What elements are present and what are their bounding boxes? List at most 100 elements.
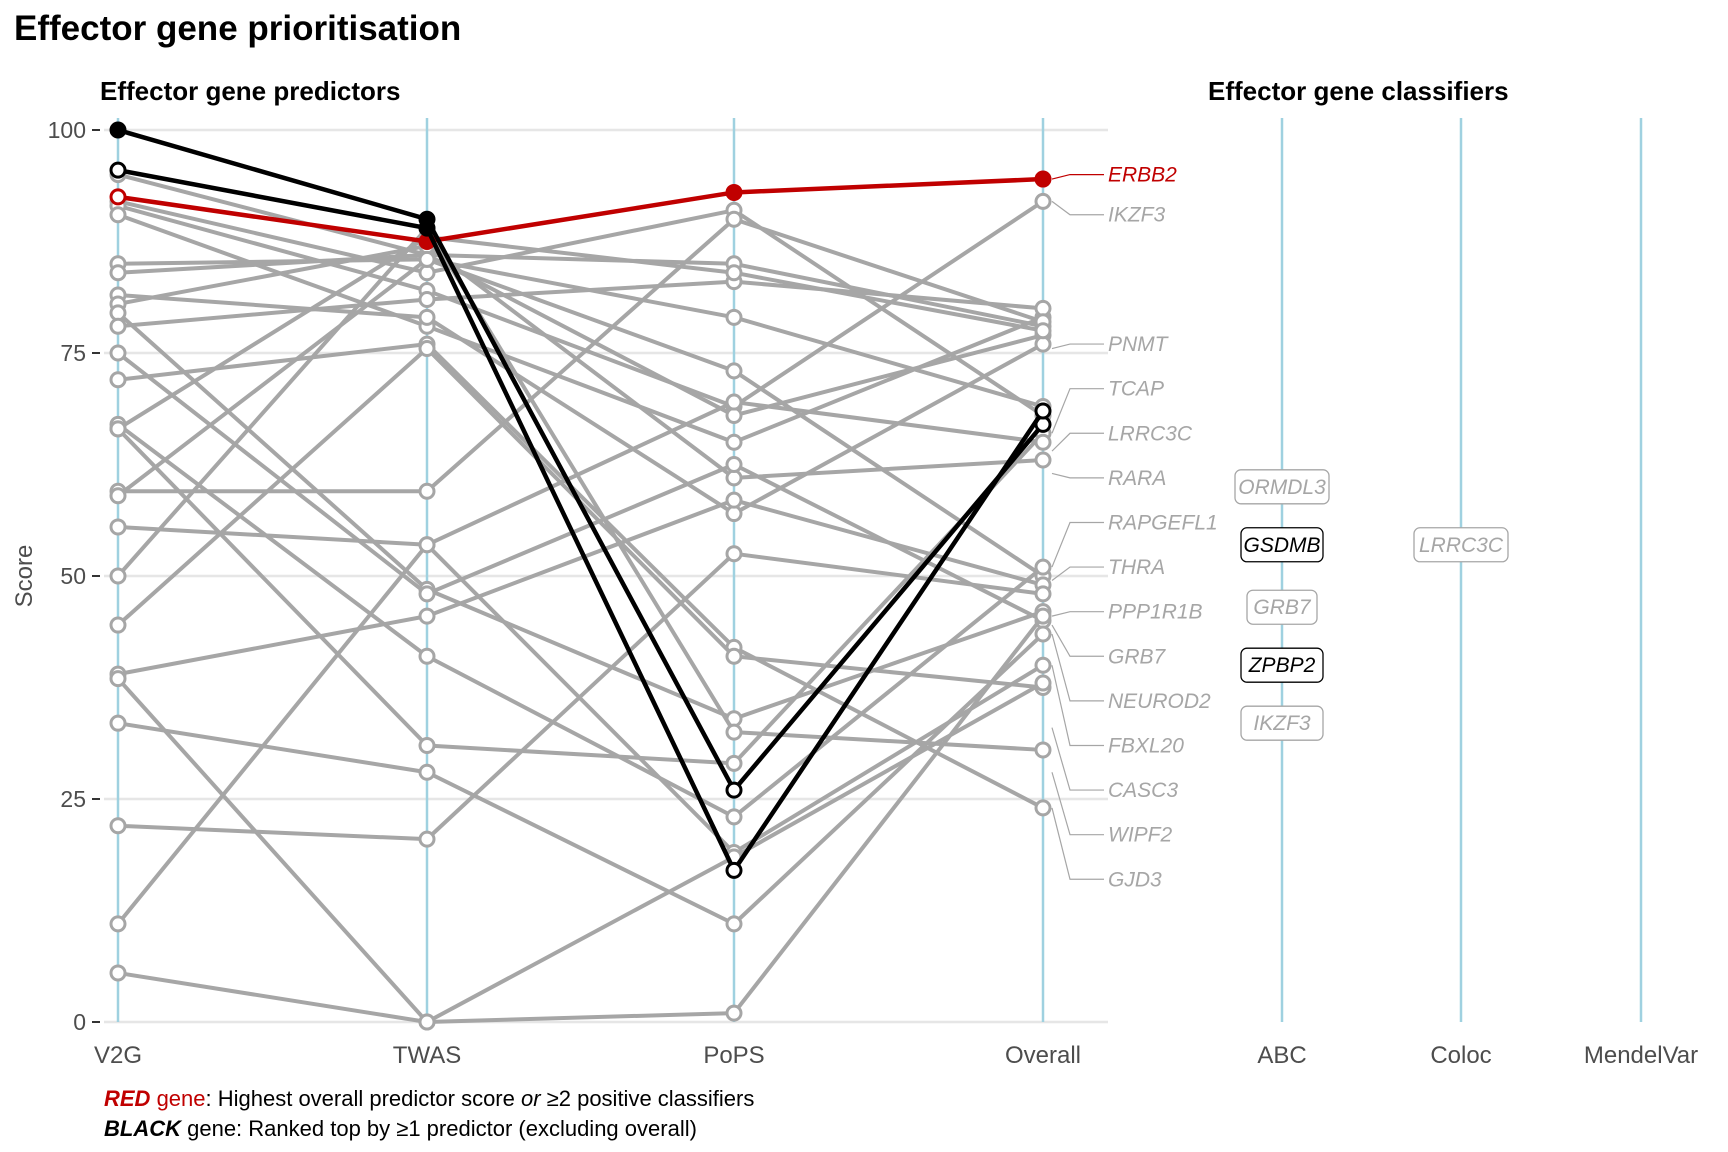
classifier-label-box [1240,705,1324,741]
data-point [109,371,127,389]
data-point [1034,656,1052,674]
data-point [1034,625,1052,643]
grid-lines [104,128,1108,1024]
footnote-line1-end: ≥2 positive classifiers [540,1086,755,1111]
data-point [109,567,127,585]
series-line [116,235,1044,431]
data-point [725,456,743,473]
label-leader-line [1051,174,1104,180]
gene-label: PNMT [1108,333,1170,356]
x-category-label: Overall [1005,1042,1081,1069]
data-point [725,754,743,772]
classifier-gene-label: ZPBP2 [1248,654,1316,677]
series-line [117,342,1044,810]
data-point [725,491,743,509]
data-point [418,340,436,358]
predictors-panel-title: Effector gene predictors [100,76,401,106]
gene-label: WIPF2 [1108,824,1172,847]
data-point [109,317,127,335]
gene-label: LRRC3C [1108,422,1193,445]
classifier-labels: ORMDL3 GSDMB GRB7 ZPBP2 IKZF3 LRRC3C [1234,469,1509,741]
data-point [109,420,127,438]
classifier-gene-label: GSDMB [1243,534,1320,557]
label-leader-line [1051,432,1104,452]
series-line [117,257,1045,578]
gene-label: GJD3 [1108,868,1162,891]
y-tick-label: 100 [48,117,86,143]
classifier-gene-label: IKZF3 [1253,712,1310,735]
series-line [117,614,1045,1024]
label-leader-line [1051,727,1104,791]
data-point [418,482,436,500]
data-point [109,964,127,982]
grey-series-group [109,166,1052,1031]
label-leader-line [1051,772,1104,836]
data-point [725,781,743,799]
data-point [1034,585,1052,603]
series-line [117,252,1044,418]
gene-label: TCAP [1108,378,1164,401]
data-point [1034,192,1052,210]
footnote-line2-text: gene: Ranked top by ≥1 predictor (exclud… [181,1116,697,1141]
y-axis: 0 25 50 75 100 [48,117,100,1035]
footnote-red-keyword: RED [104,1086,151,1111]
gene-label: THRA [1108,556,1165,579]
footnote-line-1: RED gene: Highest overall predictor scor… [104,1084,754,1114]
data-point [725,808,743,826]
series-line [116,677,1044,1024]
series-line [116,226,1044,752]
data-point [725,647,743,665]
gene-label: CASC3 [1108,779,1178,802]
series-line [117,176,1044,244]
data-point [418,219,436,237]
gene-label: NEUROD2 [1108,690,1211,713]
data-point [725,915,743,933]
classifier-gene-label: GRB7 [1253,596,1312,619]
data-point [725,362,743,380]
data-point [725,308,743,326]
series-line [117,632,1045,926]
data-point [418,607,436,625]
data-point [725,183,743,201]
label-leader-line [1051,521,1104,568]
data-point [725,1004,743,1022]
series-line [117,199,1045,418]
data-point [1034,799,1052,817]
data-point [109,161,127,179]
data-point [418,647,436,665]
data-point [725,210,743,228]
y-axis-label: Score [11,545,38,608]
series-line [116,427,1045,766]
label-leader-line [1051,472,1104,479]
footnote-line1-text: : Highest overall predictor score [205,1086,521,1111]
data-point [418,1013,436,1031]
data-point [418,736,436,754]
gene-label: RAPGEFL1 [1108,511,1218,534]
data-point [725,545,743,563]
series-line [117,293,1044,516]
data-point [109,915,127,933]
series-line [117,199,1045,409]
gene-label: GRB7 [1108,645,1167,668]
series-line [117,127,1045,793]
data-point [1034,741,1052,759]
series-line [116,257,1044,498]
y-tick-label: 25 [60,786,86,812]
classifier-gene-label: LRRC3C [1419,534,1504,557]
data-point [109,344,127,362]
footnote-red-gene: gene [150,1086,206,1111]
classifier-label-box [1246,589,1318,625]
label-leader-line [1051,665,1104,747]
classifiers-panel-title: Effector gene classifiers [1208,76,1509,106]
series-line [118,217,1044,494]
footnote-line-2: BLACK gene: Ranked top by ≥1 predictor (… [104,1114,697,1144]
series-line [116,311,1044,721]
label-leader-line [1051,611,1104,617]
label-leader-line [1051,566,1104,581]
series-line [117,243,1044,480]
data-point [109,487,127,505]
x-category-label: TWAS [393,1042,461,1069]
data-point [418,830,436,848]
data-point [109,188,127,206]
